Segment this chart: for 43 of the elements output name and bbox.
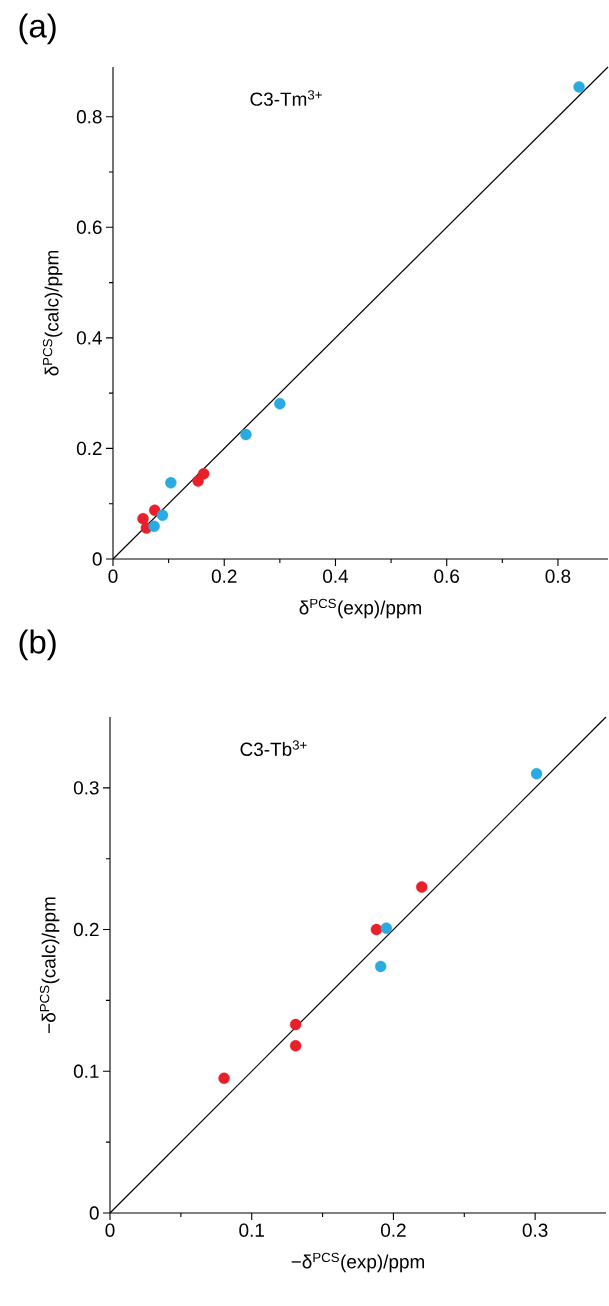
- point: [240, 428, 252, 441]
- point: [165, 477, 177, 489]
- point: [137, 512, 149, 525]
- point: [289, 1040, 302, 1052]
- y-tick-label: 0.2: [76, 441, 102, 456]
- x-tick-label: 0.2: [381, 1223, 406, 1237]
- point: [218, 1072, 230, 1085]
- y-axis-title: −δ$^{PCS}$(calc)/ppm: [39, 897, 60, 1033]
- y-tick-label: 0.2: [73, 922, 99, 937]
- x-axis-title: −δ$^{PCS}$(exp)/ppm: [291, 1252, 425, 1273]
- text: (b): [19, 629, 56, 661]
- point: [370, 923, 383, 936]
- text: C3-Tb$^{3+}$: [240, 740, 307, 757]
- point: [148, 520, 160, 533]
- point: [380, 922, 393, 934]
- y-tick-label: 0.6: [76, 220, 102, 235]
- point: [149, 504, 161, 517]
- y-tick-label: 0.4: [76, 331, 102, 345]
- x-tick-label: 0.2: [211, 569, 237, 583]
- x-tick-label: 0.6: [434, 569, 460, 583]
- x-tick-label: 0: [108, 569, 118, 583]
- y-tick-label: 0.3: [73, 781, 99, 795]
- point: [530, 767, 543, 780]
- y-tick-label: 0.1: [73, 1064, 99, 1078]
- x-axis-title: δ$^{PCS}$(exp)/ppm: [299, 598, 421, 619]
- point: [156, 509, 169, 522]
- y-tick-label: 0: [92, 552, 102, 566]
- point: [274, 397, 286, 410]
- point: [573, 81, 585, 93]
- y-tick-label: 0.8: [76, 110, 102, 124]
- x-tick-label: 0: [105, 1223, 115, 1237]
- x-tick-label: 0.4: [323, 569, 349, 583]
- text: (a): [19, 13, 56, 45]
- y-tick-label: 0: [89, 1206, 99, 1220]
- y-axis-title: δ$^{PCS}$(calc)/ppm: [42, 250, 63, 376]
- point: [289, 1018, 302, 1031]
- x-tick-label: 0.3: [522, 1223, 548, 1237]
- x-tick-label: 0.1: [239, 1223, 264, 1237]
- point: [197, 468, 210, 480]
- point: [416, 881, 428, 893]
- x-tick-label: 0.8: [545, 569, 571, 583]
- point: [374, 960, 387, 973]
- text: C3-Tm$^{3+}$: [250, 90, 322, 106]
